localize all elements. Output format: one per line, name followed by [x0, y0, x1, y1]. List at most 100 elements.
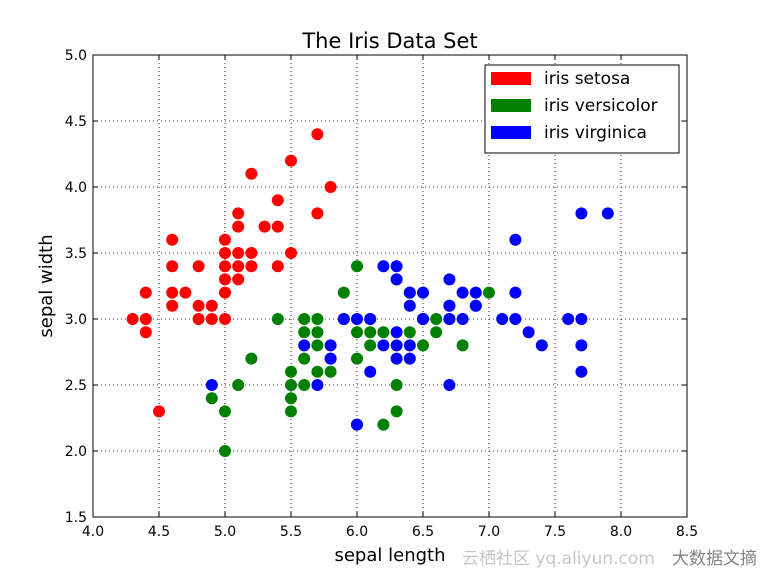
point-iris-versicolor [311, 313, 324, 325]
point-iris-versicolor [351, 326, 363, 339]
point-iris-setosa [219, 260, 231, 273]
point-iris-virginica [390, 260, 403, 273]
legend-label: iris setosa [544, 69, 630, 89]
point-iris-setosa [153, 405, 165, 418]
point-iris-setosa [219, 313, 231, 325]
watermark-left: 云栖社区 yq.aliyun.com [462, 549, 655, 569]
point-iris-virginica [456, 313, 469, 325]
y-axis-label: sepal width [36, 234, 57, 337]
point-iris-virginica [509, 233, 522, 246]
point-iris-versicolor [245, 352, 258, 365]
point-iris-setosa [285, 154, 297, 167]
point-iris-versicolor [298, 352, 311, 365]
point-iris-versicolor [430, 326, 443, 339]
point-iris-virginica [311, 379, 324, 391]
point-iris-setosa [166, 233, 179, 246]
point-iris-virginica [575, 207, 588, 220]
point-iris-setosa [192, 313, 205, 325]
point-iris-setosa [245, 167, 258, 180]
point-iris-versicolor [219, 445, 231, 457]
y-tick-label: 3.5 [65, 246, 87, 262]
point-iris-virginica [509, 313, 522, 325]
y-tick-label: 2.5 [65, 378, 87, 394]
point-iris-virginica [562, 313, 575, 325]
point-iris-virginica [469, 299, 482, 312]
point-iris-virginica [377, 339, 390, 352]
point-iris-setosa [126, 313, 139, 325]
point-iris-setosa [311, 207, 324, 220]
legend-swatch [491, 126, 531, 139]
point-iris-versicolor [377, 326, 390, 339]
point-iris-virginica [403, 299, 416, 312]
point-iris-setosa [232, 220, 245, 233]
point-iris-versicolor [271, 313, 284, 325]
point-iris-setosa [139, 326, 152, 339]
point-iris-versicolor [298, 379, 311, 391]
point-iris-virginica [443, 273, 456, 286]
point-iris-versicolor [298, 326, 311, 339]
point-iris-versicolor [377, 418, 390, 431]
point-iris-setosa [271, 220, 284, 233]
point-iris-virginica [469, 286, 482, 299]
point-iris-setosa [139, 313, 152, 325]
point-iris-virginica [575, 313, 588, 325]
point-iris-versicolor [285, 405, 297, 418]
point-iris-versicolor [219, 405, 231, 418]
point-iris-setosa [192, 299, 205, 312]
point-iris-setosa [324, 181, 337, 193]
y-tick-label: 4.0 [65, 180, 87, 196]
point-iris-virginica [403, 286, 416, 299]
point-iris-versicolor [311, 339, 324, 352]
point-iris-setosa [245, 247, 258, 259]
point-iris-setosa [166, 286, 179, 299]
legend-label: iris versicolor [544, 96, 658, 116]
legend: iris setosa iris versicolor iris virginica [484, 64, 680, 154]
point-iris-virginica [390, 352, 403, 365]
point-iris-setosa [232, 247, 245, 259]
point-iris-virginica [443, 299, 456, 312]
y-tick-label: 3.0 [65, 312, 87, 328]
point-iris-versicolor [483, 286, 495, 299]
point-iris-virginica [324, 339, 337, 352]
point-iris-setosa [271, 260, 284, 273]
point-iris-virginica [377, 260, 390, 273]
point-iris-versicolor [205, 392, 218, 405]
point-iris-setosa [232, 260, 245, 273]
point-iris-setosa [205, 299, 218, 312]
x-axis-label: sepal length [334, 545, 445, 566]
y-tick-label: 4.5 [65, 114, 87, 130]
point-iris-setosa [219, 286, 231, 299]
chart-title: The Iris Data Set [301, 29, 477, 53]
point-iris-versicolor [390, 379, 403, 391]
x-tick-label: 4.5 [148, 524, 170, 540]
x-tick-label: 6.5 [412, 524, 434, 540]
point-iris-versicolor [311, 365, 324, 378]
point-iris-virginica [443, 379, 456, 391]
point-iris-versicolor [390, 405, 403, 418]
point-iris-versicolor [324, 365, 337, 378]
x-tick-label: 5.5 [280, 524, 302, 540]
y-tick-label: 2.0 [65, 444, 87, 460]
point-iris-versicolor [285, 365, 297, 378]
point-iris-virginica [601, 207, 614, 220]
point-iris-setosa [232, 273, 245, 286]
x-tick-label: 7.5 [544, 524, 566, 540]
x-tick-label: 8.5 [676, 524, 698, 540]
point-iris-setosa [166, 260, 179, 273]
point-iris-versicolor [430, 313, 443, 325]
point-iris-setosa [245, 260, 258, 273]
point-iris-virginica [443, 313, 456, 325]
point-iris-virginica [522, 326, 535, 339]
point-iris-versicolor [285, 392, 297, 405]
data-points [126, 128, 614, 457]
point-iris-setosa [166, 299, 179, 312]
x-tick-label: 7.0 [478, 524, 500, 540]
point-iris-virginica [575, 365, 588, 378]
legend-swatch [491, 99, 531, 112]
point-iris-virginica [298, 339, 311, 352]
point-iris-virginica [351, 313, 363, 325]
point-iris-virginica [364, 313, 377, 325]
point-iris-virginica [390, 326, 403, 339]
point-iris-versicolor [417, 339, 429, 352]
